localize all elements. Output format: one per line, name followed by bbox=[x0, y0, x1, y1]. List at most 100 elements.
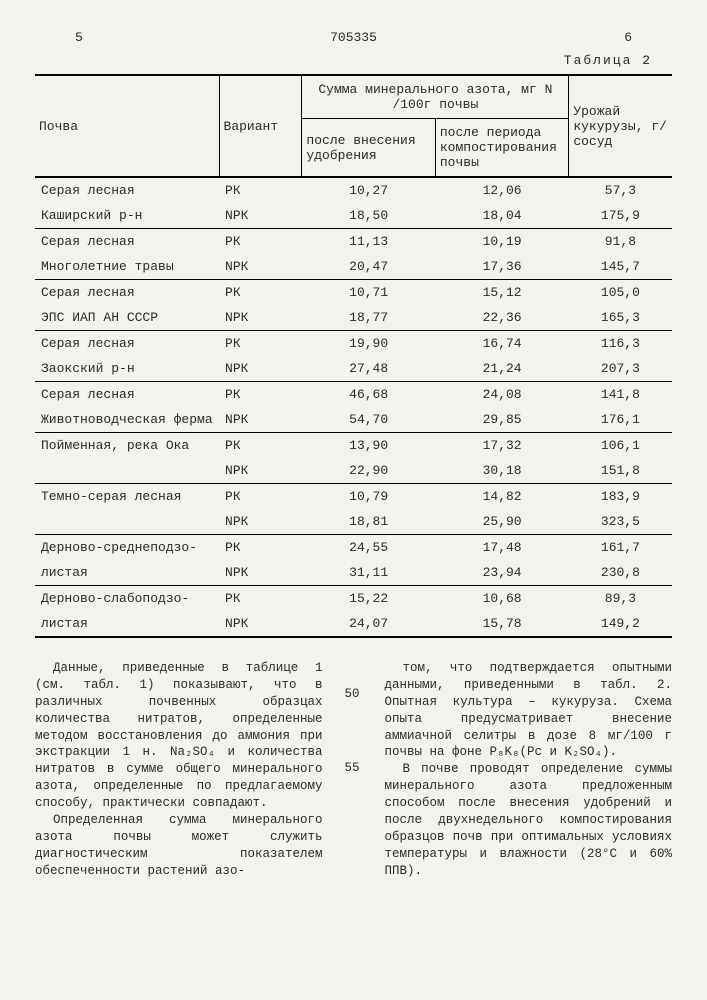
table-row: NРК22,9030,18151,8 bbox=[35, 458, 672, 484]
cell-var: РК bbox=[219, 177, 302, 203]
line-number: 50 bbox=[345, 686, 360, 703]
cell-corn: 106,1 bbox=[569, 433, 672, 459]
cell-var: РК bbox=[219, 433, 302, 459]
cell-n1: 18,77 bbox=[302, 305, 435, 331]
cell-n2: 23,94 bbox=[435, 560, 568, 586]
cell-corn: 183,9 bbox=[569, 484, 672, 510]
cell-var: РК bbox=[219, 229, 302, 255]
cell-soil: Многолетние травы bbox=[35, 254, 219, 280]
cell-soil: Серая лесная bbox=[35, 331, 219, 357]
cell-var: NРК bbox=[219, 560, 302, 586]
cell-n1: 27,48 bbox=[302, 356, 435, 382]
cell-soil: Серая лесная bbox=[35, 229, 219, 255]
table-row: листаяNРК24,0715,78149,2 bbox=[35, 611, 672, 637]
paragraph: В почве проводят определение суммы минер… bbox=[385, 761, 673, 879]
table-caption: Таблица 2 bbox=[35, 53, 672, 68]
page-num-right: 6 bbox=[624, 30, 632, 45]
cell-n1: 18,81 bbox=[302, 509, 435, 535]
cell-n1: 10,27 bbox=[302, 177, 435, 203]
doc-number: 705335 bbox=[330, 30, 377, 45]
paragraph: Данные, приведенные в таблице 1 (см. таб… bbox=[35, 660, 323, 812]
table-row: NРК18,8125,90323,5 bbox=[35, 509, 672, 535]
cell-soil: Заокский р-н bbox=[35, 356, 219, 382]
body-text: Данные, приведенные в таблице 1 (см. таб… bbox=[35, 660, 672, 879]
cell-soil: Пойменная, река Ока bbox=[35, 433, 219, 459]
cell-soil: Серая лесная bbox=[35, 177, 219, 203]
cell-var: NРК bbox=[219, 509, 302, 535]
cell-n2: 21,24 bbox=[435, 356, 568, 382]
cell-n2: 17,48 bbox=[435, 535, 568, 561]
table-row: Серая леснаяРК46,6824,08141,8 bbox=[35, 382, 672, 408]
cell-n1: 20,47 bbox=[302, 254, 435, 280]
cell-corn: 175,9 bbox=[569, 203, 672, 229]
cell-corn: 323,5 bbox=[569, 509, 672, 535]
cell-soil: листая bbox=[35, 611, 219, 637]
cell-n2: 17,36 bbox=[435, 254, 568, 280]
cell-n1: 11,13 bbox=[302, 229, 435, 255]
cell-n2: 22,36 bbox=[435, 305, 568, 331]
cell-var: РК bbox=[219, 280, 302, 306]
cell-n2: 18,04 bbox=[435, 203, 568, 229]
cell-var: NРК bbox=[219, 611, 302, 637]
cell-var: NРК bbox=[219, 254, 302, 280]
cell-var: РК bbox=[219, 331, 302, 357]
cell-corn: 165,3 bbox=[569, 305, 672, 331]
cell-n2: 29,85 bbox=[435, 407, 568, 433]
cell-var: РК bbox=[219, 382, 302, 408]
table-row: Животноводческая фермаNРК54,7029,85176,1 bbox=[35, 407, 672, 433]
data-table: Почва Вариант Сумма минерального азота, … bbox=[35, 74, 672, 638]
cell-corn: 116,3 bbox=[569, 331, 672, 357]
cell-var: РК bbox=[219, 535, 302, 561]
cell-n1: 15,22 bbox=[302, 586, 435, 612]
cell-var: РК bbox=[219, 484, 302, 510]
cell-soil bbox=[35, 458, 219, 484]
table-row: Многолетние травыNРК20,4717,36145,7 bbox=[35, 254, 672, 280]
line-number: 55 bbox=[345, 760, 360, 777]
cell-n1: 24,55 bbox=[302, 535, 435, 561]
col-variant: Вариант bbox=[219, 75, 302, 177]
table-row: Серая леснаяРК19,9016,74116,3 bbox=[35, 331, 672, 357]
cell-corn: 141,8 bbox=[569, 382, 672, 408]
table-row: Пойменная, река ОкаРК13,9017,32106,1 bbox=[35, 433, 672, 459]
table-row: Темно-серая леснаяРК10,7914,82183,9 bbox=[35, 484, 672, 510]
cell-var: NРК bbox=[219, 305, 302, 331]
cell-n1: 24,07 bbox=[302, 611, 435, 637]
cell-n1: 22,90 bbox=[302, 458, 435, 484]
cell-n2: 15,12 bbox=[435, 280, 568, 306]
cell-n2: 15,78 bbox=[435, 611, 568, 637]
col-after-fert: после внесения удобрения bbox=[302, 119, 435, 178]
cell-soil: Серая лесная bbox=[35, 382, 219, 408]
col-corn: Урожай кукурузы, г/сосуд bbox=[569, 75, 672, 177]
cell-var: РК bbox=[219, 586, 302, 612]
cell-corn: 176,1 bbox=[569, 407, 672, 433]
cell-var: NРК bbox=[219, 356, 302, 382]
table-row: Серая леснаяРК10,2712,0657,3 bbox=[35, 177, 672, 203]
paragraph: том, что подтверждается опытными данными… bbox=[385, 660, 673, 761]
cell-soil: Каширский р-н bbox=[35, 203, 219, 229]
cell-corn: 207,3 bbox=[569, 356, 672, 382]
paragraph: Определенная сумма минерального азота по… bbox=[35, 812, 323, 880]
cell-n2: 30,18 bbox=[435, 458, 568, 484]
cell-corn: 105,0 bbox=[569, 280, 672, 306]
cell-corn: 149,2 bbox=[569, 611, 672, 637]
cell-n2: 14,82 bbox=[435, 484, 568, 510]
table-row: ЭПС ИАП АН СССРNРК18,7722,36165,3 bbox=[35, 305, 672, 331]
cell-var: NРК bbox=[219, 407, 302, 433]
col-sum: Сумма минерального азота, мг N /100г поч… bbox=[302, 75, 569, 119]
left-column: Данные, приведенные в таблице 1 (см. таб… bbox=[35, 660, 323, 879]
cell-n1: 19,90 bbox=[302, 331, 435, 357]
cell-n1: 10,79 bbox=[302, 484, 435, 510]
right-column: том, что подтверждается опытными данными… bbox=[385, 660, 673, 879]
cell-n2: 10,19 bbox=[435, 229, 568, 255]
cell-soil: Темно-серая лесная bbox=[35, 484, 219, 510]
cell-soil: Серая лесная bbox=[35, 280, 219, 306]
cell-corn: 89,3 bbox=[569, 586, 672, 612]
table-row: листаяNРК31,1123,94230,8 bbox=[35, 560, 672, 586]
cell-soil bbox=[35, 509, 219, 535]
cell-n1: 31,11 bbox=[302, 560, 435, 586]
cell-n2: 24,08 bbox=[435, 382, 568, 408]
cell-corn: 230,8 bbox=[569, 560, 672, 586]
table-row: Дерново-слабоподзо-РК15,2210,6889,3 bbox=[35, 586, 672, 612]
cell-soil: Дерново-среднеподзо- bbox=[35, 535, 219, 561]
table-row: Каширский р-нNРК18,5018,04175,9 bbox=[35, 203, 672, 229]
